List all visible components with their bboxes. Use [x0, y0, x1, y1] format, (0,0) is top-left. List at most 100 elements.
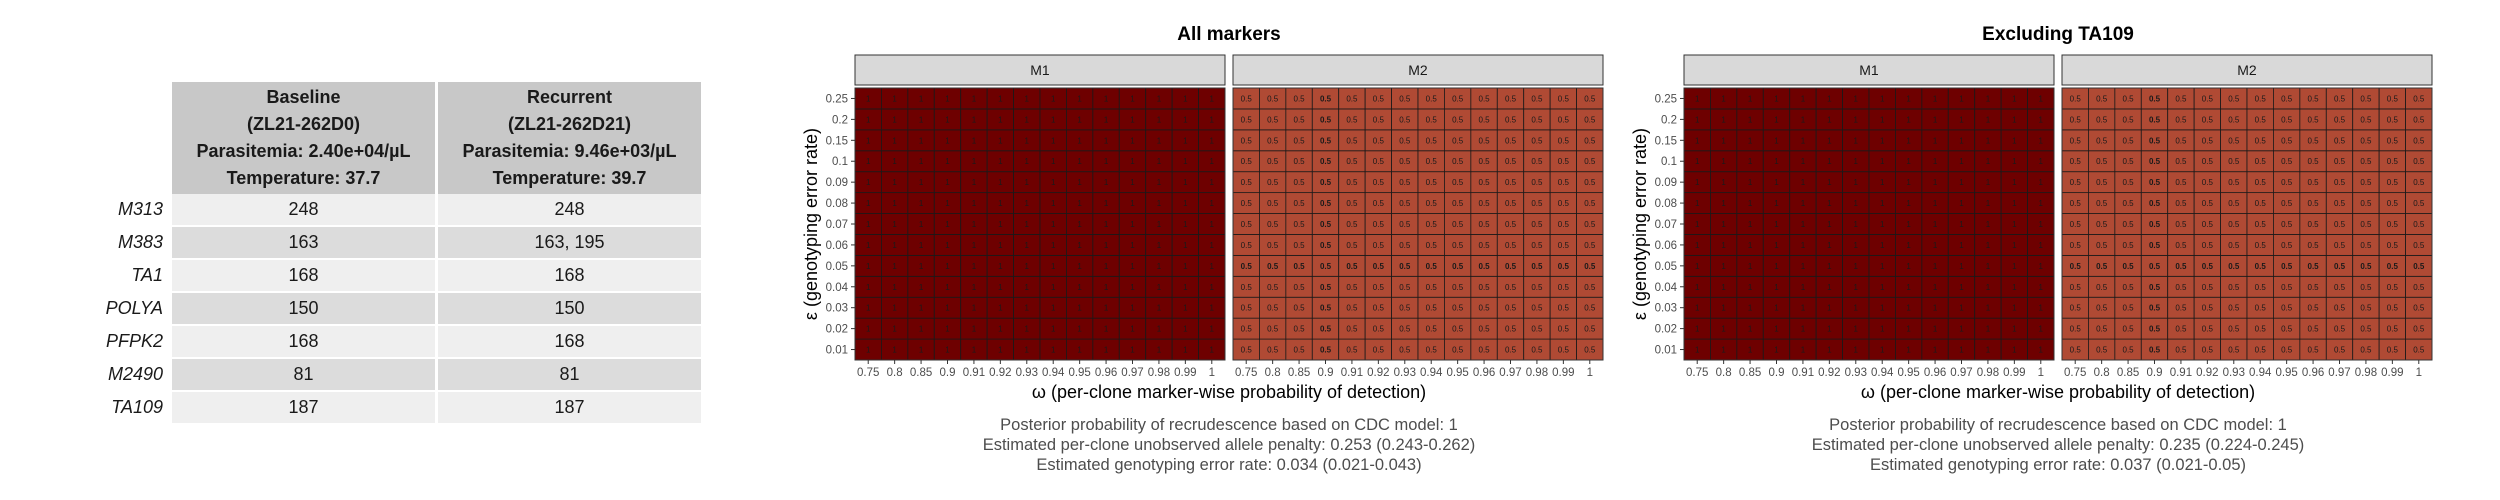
x-tick-label: 0.97 — [1499, 367, 1521, 379]
cell-value-label: 0.5 — [2228, 283, 2240, 292]
marker-name: M2490 — [92, 359, 172, 392]
x-tick-label: 0.92 — [2196, 367, 2218, 379]
recurrent-value: 248 — [438, 194, 704, 227]
x-tick-label: 0.92 — [1367, 367, 1389, 379]
cell-value-label: 0.5 — [2360, 304, 2372, 313]
cell-value-label: 1 — [1774, 115, 1779, 124]
cell-value-label: 1 — [919, 157, 924, 166]
x-tick-label: 0.75 — [1235, 367, 1257, 379]
cell-value-label: 1 — [1906, 136, 1911, 145]
table-row: PFPK2 168 168 — [92, 326, 704, 359]
cell-value-label: 0.5 — [1241, 115, 1253, 124]
cell-value-label: 0.5 — [2175, 157, 2187, 166]
x-tick-label: 0.93 — [1394, 367, 1416, 379]
panel-frame — [1232, 87, 1604, 361]
cell-value-label: 1 — [2039, 346, 2044, 355]
cell-value-label: 0.5 — [1479, 283, 1491, 292]
cell-value-label: 1 — [945, 241, 950, 250]
cell-value-label: 1 — [1051, 283, 1056, 292]
cell-value-label: 1 — [1051, 220, 1056, 229]
cell-value-label: 1 — [866, 283, 871, 292]
cell-value-label: 0.5 — [1399, 94, 1411, 103]
header-line: (ZL21-262D21) — [507, 114, 632, 134]
cell-value-label: 0.5 — [1426, 262, 1438, 271]
recurrent-value: 168 — [438, 326, 704, 359]
cell-value-label: 1 — [1933, 346, 1938, 355]
cell-value-label: 1 — [1721, 178, 1726, 187]
cell-value-label: 0.5 — [1479, 262, 1491, 271]
table-row: TA1 168 168 — [92, 260, 704, 293]
cell-value-label: 1 — [1183, 262, 1188, 271]
x-tick-label: 0.98 — [1977, 367, 1999, 379]
cell-value-label: 0.5 — [2360, 241, 2372, 250]
y-tick-label: 0.15 — [826, 135, 848, 147]
cell-value-label: 1 — [1748, 94, 1753, 103]
y-tick-label: 0.2 — [1661, 114, 1677, 126]
cell-value-label: 0.5 — [1452, 325, 1464, 334]
x-axis-title: ω (per-clone marker-wise probability of … — [1861, 382, 2255, 402]
cell-value-label: 0.5 — [1584, 136, 1596, 145]
x-tick-label: 0.94 — [1042, 367, 1065, 379]
cell-value-label: 1 — [866, 115, 871, 124]
recurrent-value: 81 — [438, 359, 704, 392]
cell-value-label: 0.5 — [1452, 346, 1464, 355]
cell-value-label: 1 — [1986, 220, 1991, 229]
cell-value-label: 1 — [972, 346, 977, 355]
cell-value-label: 0.5 — [2255, 136, 2267, 145]
cell-value-label: 0.5 — [1584, 220, 1596, 229]
cell-value-label: 1 — [1130, 241, 1135, 250]
cell-value-label: 0.5 — [2096, 136, 2108, 145]
cell-value-label: 1 — [892, 94, 897, 103]
x-tick-label: 0.85 — [2117, 367, 2139, 379]
cell-value-label: 0.5 — [2202, 241, 2214, 250]
x-tick-label: 0.9 — [1769, 367, 1785, 379]
cell-value-label: 0.5 — [1531, 199, 1543, 208]
cell-value-label: 1 — [1051, 157, 1056, 166]
cell-value-label: 1 — [945, 346, 950, 355]
cell-value-label: 0.5 — [1346, 241, 1358, 250]
cell-value-label: 1 — [1774, 346, 1779, 355]
cell-value-label: 1 — [1906, 304, 1911, 313]
cell-value-label: 0.5 — [1452, 94, 1464, 103]
x-tick-label: 0.98 — [1148, 367, 1170, 379]
cell-value-label: 1 — [1183, 94, 1188, 103]
cell-value-label: 1 — [1130, 304, 1135, 313]
cell-value-label: 0.5 — [2360, 94, 2372, 103]
cell-value-label: 1 — [1051, 325, 1056, 334]
cell-value-label: 1 — [1986, 304, 1991, 313]
cell-value-label: 1 — [1854, 136, 1859, 145]
cell-value-label: 0.5 — [1558, 115, 1570, 124]
cell-value-label: 0.5 — [2096, 262, 2108, 271]
cell-value-label: 1 — [1157, 283, 1162, 292]
cell-value-label: 0.5 — [1373, 241, 1385, 250]
cell-value-label: 1 — [1959, 283, 1964, 292]
cell-value-label: 0.5 — [2123, 94, 2135, 103]
cell-value-label: 0.5 — [1584, 262, 1596, 271]
cell-value-label: 1 — [1906, 199, 1911, 208]
baseline-header: Baseline (ZL21-262D0) Parasitemia: 2.40e… — [172, 82, 438, 194]
cell-value-label: 0.5 — [1294, 220, 1306, 229]
cell-value-label: 0.5 — [2149, 346, 2161, 355]
cell-value-label: 0.5 — [2387, 94, 2399, 103]
cell-value-label: 0.5 — [1346, 157, 1358, 166]
cell-value-label: 0.5 — [1479, 241, 1491, 250]
cell-value-label: 1 — [1077, 241, 1082, 250]
cell-value-label: 1 — [1051, 115, 1056, 124]
cell-value-label: 0.5 — [2360, 157, 2372, 166]
cell-value-label: 0.5 — [1452, 178, 1464, 187]
cell-value-label: 0.5 — [2334, 178, 2346, 187]
cell-value-label: 0.5 — [2202, 94, 2214, 103]
cell-value-label: 1 — [1880, 325, 1885, 334]
cell-value-label: 0.5 — [1373, 262, 1385, 271]
cell-value-label: 0.5 — [2096, 304, 2108, 313]
cell-value-label: 0.5 — [1479, 157, 1491, 166]
cell-value-label: 1 — [1854, 220, 1859, 229]
x-tick-label: 0.75 — [2064, 367, 2086, 379]
cell-value-label: 0.5 — [2255, 178, 2267, 187]
cell-value-label: 1 — [1695, 325, 1700, 334]
cell-value-label: 0.5 — [2228, 178, 2240, 187]
cell-value-label: 1 — [1051, 199, 1056, 208]
cell-value-label: 1 — [1051, 346, 1056, 355]
cell-value-label: 0.5 — [1399, 283, 1411, 292]
table-corner — [92, 82, 172, 194]
